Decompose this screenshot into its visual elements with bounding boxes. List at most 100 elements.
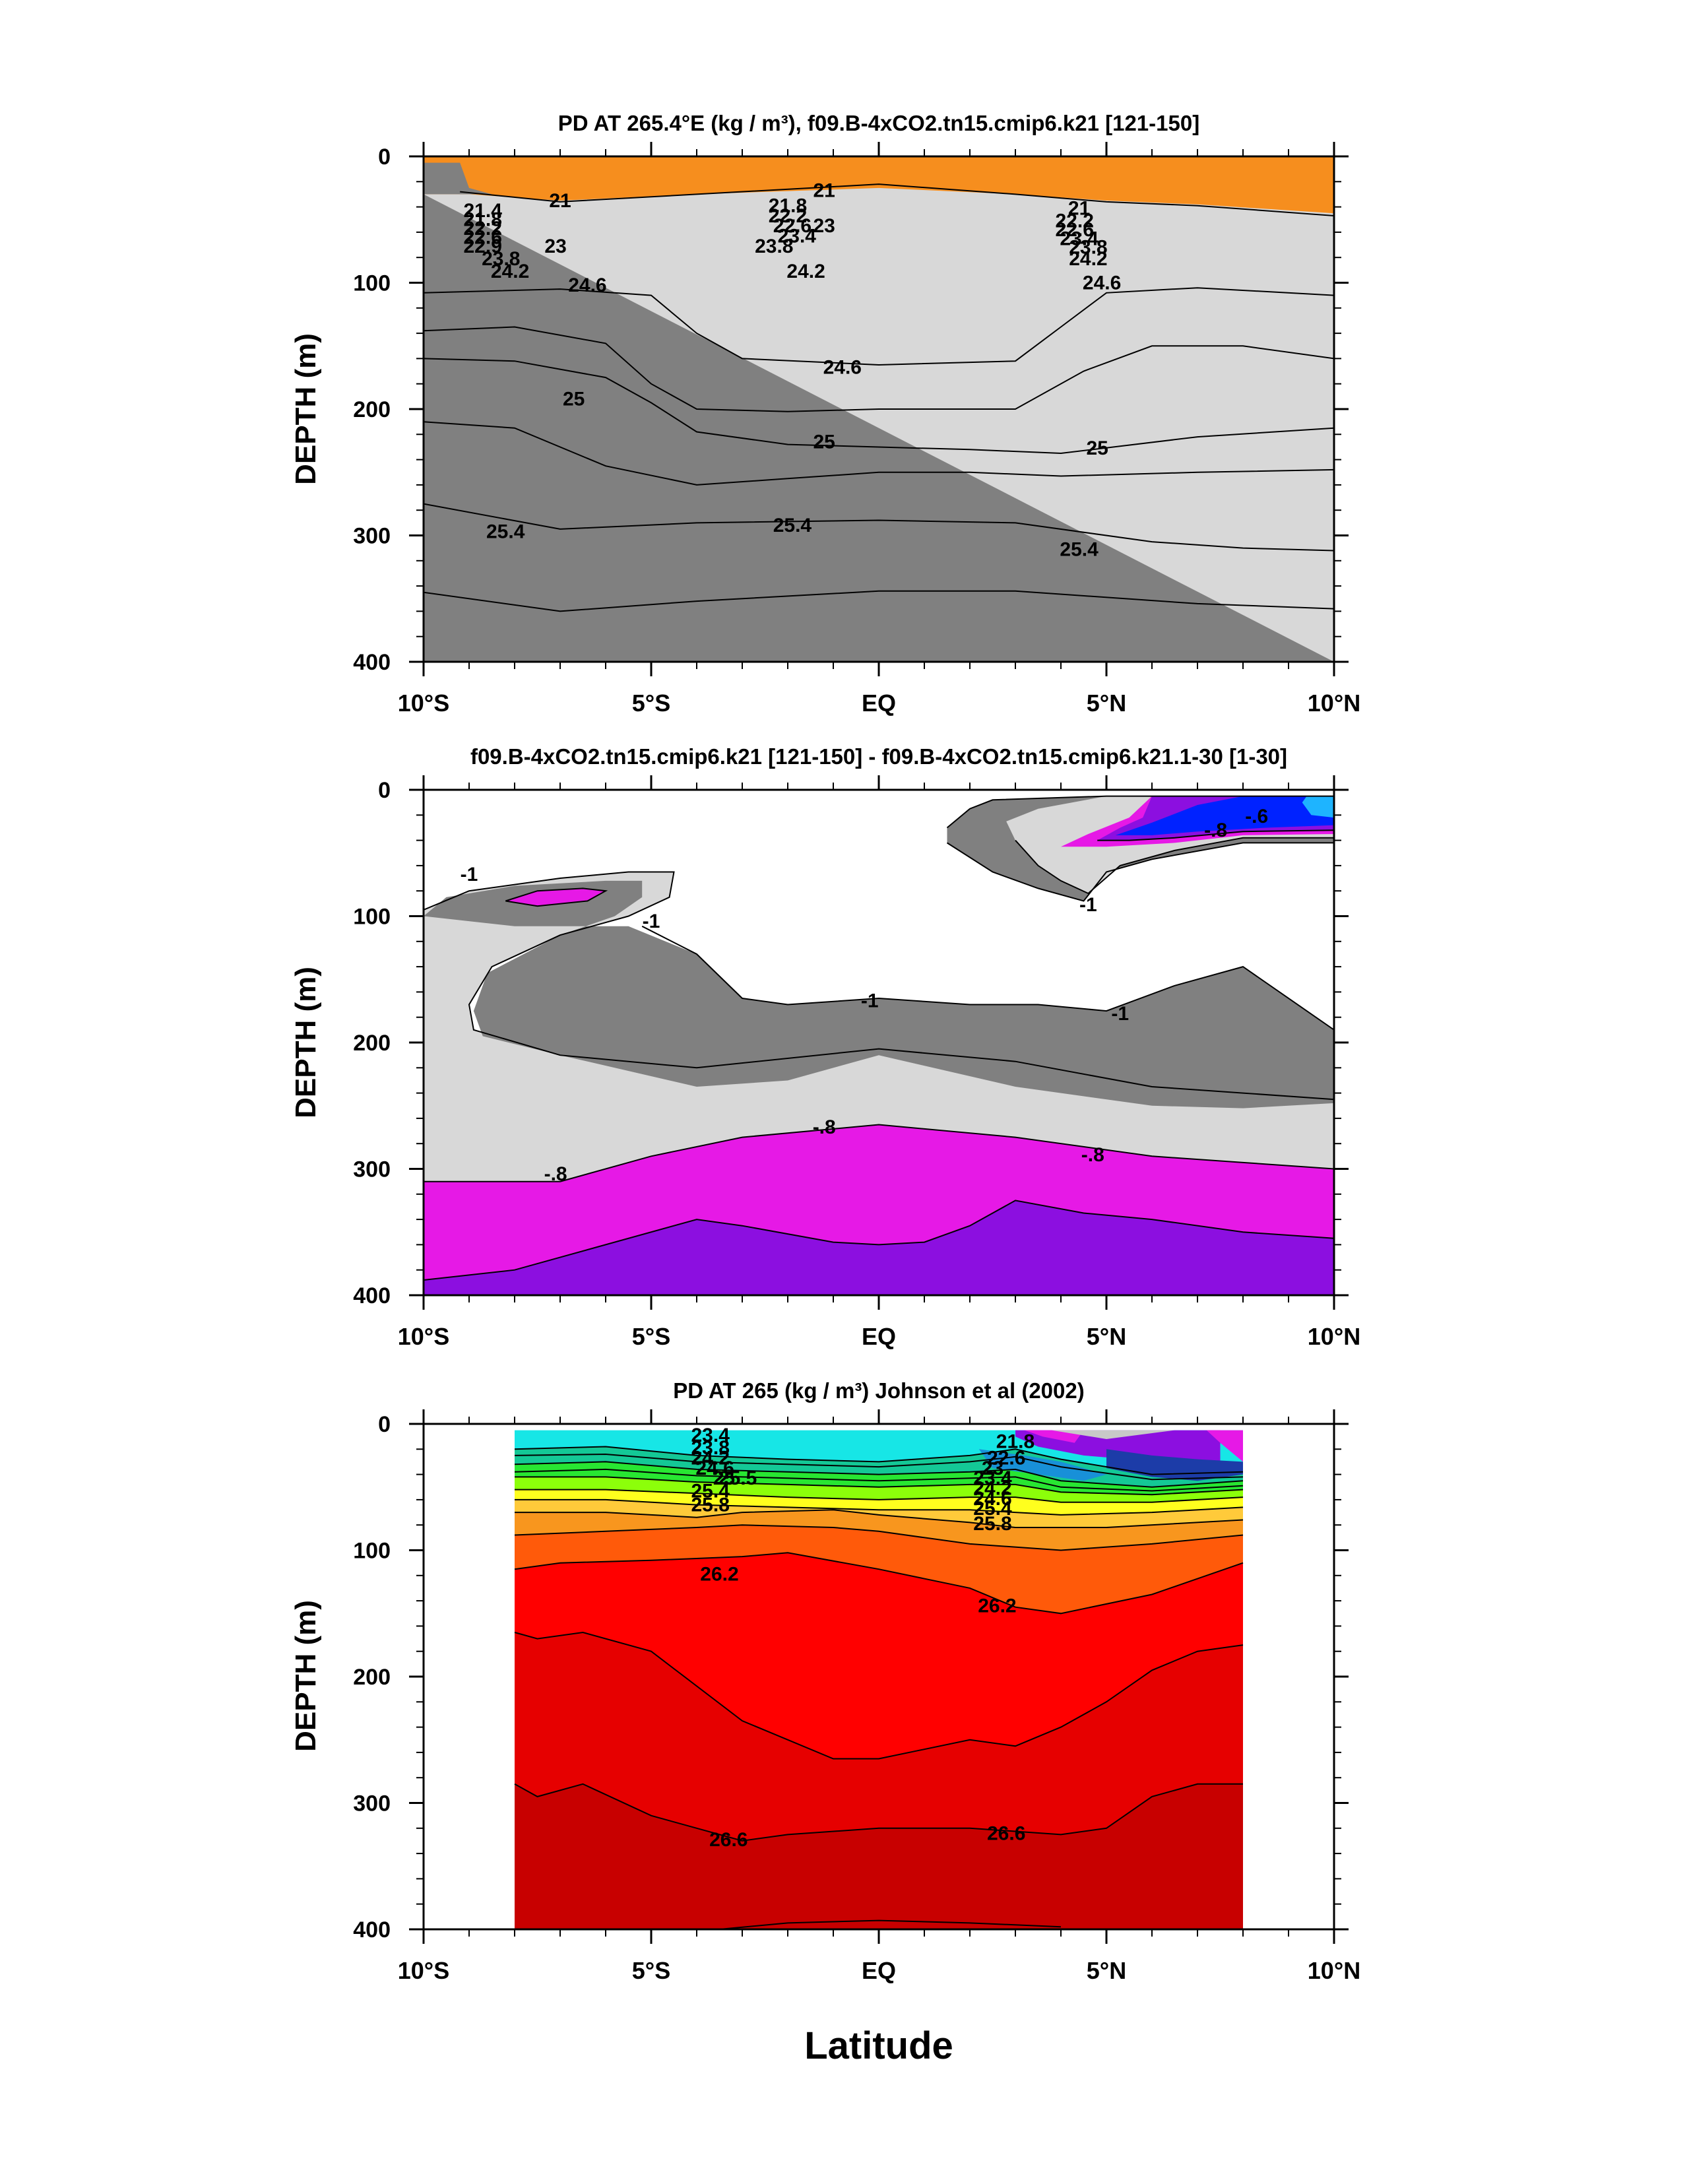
panel-1-contour-label-3: 22.2	[464, 218, 502, 240]
panel-1-contour-label-11: 21.8	[769, 195, 807, 217]
panel-3-ytick-label-1: 100	[353, 1539, 391, 1564]
panel-3-title: PD AT 265 (kg / m³) Johnson et al (2002)	[673, 1378, 1084, 1403]
panel-1-xtick-label-2: EQ	[862, 690, 896, 717]
panel-2-band-10	[1302, 796, 1334, 818]
panel-3-contour-label-4: 25	[713, 1467, 735, 1489]
panel-1-contour-label-29: 23.8	[1069, 237, 1107, 259]
panel-1-contour-label-0: 21	[549, 190, 571, 212]
panel-3-contour-0	[514, 1446, 1244, 1475]
panel-3-contour-label-1: 23.8	[691, 1437, 730, 1459]
panel-2-contour-label-5: -.8	[813, 1116, 836, 1138]
panel-1-contour-1	[424, 287, 1334, 366]
panel-3-ytick-label-2: 200	[353, 1665, 391, 1690]
panel-2-band-9	[1115, 796, 1334, 835]
panel-1-contour-label-15: 23.4	[778, 226, 817, 247]
panel-1-contour-label-26: 22.2	[1056, 210, 1094, 232]
panel-3-contour-label-13: 22.6	[987, 1448, 1025, 1469]
panel-2-xtick-label-2: EQ	[862, 1323, 896, 1350]
panel-1-title: PD AT 265.4°E (kg / m³), f09.B-4xCO2.tn1…	[558, 111, 1199, 135]
panel-3-ytick-label-0: 0	[378, 1412, 391, 1437]
panel-1-ylabel: DEPTH (m)	[290, 333, 322, 485]
panel-2-ytick-label-1: 100	[353, 905, 391, 930]
panel-1-contour-label-4: 22.6	[464, 226, 502, 248]
panel-3-contour-10	[514, 1631, 1244, 1760]
panel-1-contour-label-23: 25.4	[773, 515, 812, 536]
panel-1-xtick-label-4: 10°N	[1308, 690, 1360, 717]
panel-1-contour-label-5: 22.9	[464, 236, 502, 257]
panel-1-contour-label-17: 24.2	[786, 261, 825, 282]
x-axis-label: Latitude	[804, 2024, 953, 2067]
panel-3-band-10	[515, 1783, 1243, 1929]
panel-1-contour-3	[424, 358, 1334, 455]
panel-2-contour-4	[946, 795, 1334, 829]
panel-2-contour-7	[1097, 829, 1334, 841]
panel-3-contour-6	[515, 1498, 1244, 1516]
panel-1-contour-label-24: 25.4	[1060, 538, 1099, 560]
panel-1-contour-label-9: 24.6	[568, 274, 606, 296]
panel-2-ytick-label-2: 200	[353, 1031, 391, 1056]
panel-1-ytick-label-4: 400	[353, 650, 391, 675]
panel-1-xtick-label-3: 5°N	[1087, 690, 1126, 717]
panel-1-contour-6	[424, 590, 1334, 612]
panel-1-contour-label-27: 22.6	[1056, 219, 1094, 241]
panel-2-contour-label-3: -1	[1111, 1003, 1129, 1025]
panel-3-contour-label-18: 25.4	[973, 1498, 1012, 1520]
panel-2-ylabel: DEPTH (m)	[290, 967, 322, 1118]
panel-3-contour-2	[514, 1461, 1244, 1488]
panel-1-contour-0	[460, 183, 1334, 216]
panel-3-contour-7	[515, 1509, 1244, 1528]
panel-2-contour-label-2: -1	[861, 990, 879, 1012]
panel-3-contour-4	[515, 1476, 1244, 1496]
panel-2-contour-label-4: -1	[1079, 894, 1097, 916]
panel-3-contour-3	[514, 1468, 1244, 1492]
panel-2: f09.B-4xCO2.tn15.cmip6.k21 [121-150] - f…	[290, 744, 1360, 1350]
panel-3-contour-label-14: 23	[982, 1458, 1004, 1479]
panel-1-contour-label-2: 21.8	[464, 209, 502, 231]
panel-1: PD AT 265.4°E (kg / m³), f09.B-4xCO2.tn1…	[290, 111, 1360, 717]
panel-1-contour-label-14: 23	[813, 215, 835, 237]
panel-2-contour-label-0: -1	[461, 864, 478, 885]
panel-1-ytick-label-3: 300	[353, 524, 391, 549]
panel-3-contour-label-11: 26.6	[987, 1822, 1025, 1844]
panel-1-contour-label-28: 23.4	[1060, 228, 1099, 249]
panel-1-contour-2	[424, 326, 1334, 412]
panel-3-contour-1	[514, 1453, 1244, 1481]
panel-1-contour-label-19: 25	[563, 389, 585, 410]
panel-3: PD AT 265 (kg / m³) Johnson et al (2002)…	[290, 1378, 1360, 2067]
panel-3-overlay-1	[1024, 1430, 1084, 1443]
panel-1-contour-4	[424, 421, 1334, 486]
panel-2-contour-5	[946, 842, 1334, 902]
panel-3-contour-label-8: 26.2	[700, 1564, 738, 1586]
panel-2-xtick-label-1: 5°S	[632, 1323, 670, 1350]
panel-1-axes: 10°S 5°S EQ 5°N 10°N 0 100 200 300 400	[353, 142, 1360, 717]
panel-2-ytick-label-4: 400	[353, 1283, 391, 1308]
panel-3-xtick-label-1: 5°S	[632, 1957, 670, 1984]
panel-1-ytick-label-1: 100	[353, 271, 391, 296]
panel-1-xtick-label-0: 10°S	[398, 690, 449, 717]
panel-2-contour-label-1: -1	[643, 911, 660, 932]
panel-3-contour-label-0: 23.4	[691, 1425, 730, 1446]
panel-3-filled-bands	[515, 1430, 1243, 1929]
panel-1-contour-label-20: 25	[813, 432, 835, 453]
panel-3-contour-label-19: 25.8	[973, 1513, 1011, 1535]
panel-1-xtick-label-1: 5°S	[632, 690, 670, 717]
panel-3-ylabel: DEPTH (m)	[290, 1600, 322, 1752]
panel-1-contour-label-12: 22.2	[769, 205, 807, 227]
panel-2-contour-0	[424, 871, 1334, 1101]
panel-2-contour-8	[505, 887, 608, 907]
panel-3-overlay-2	[1206, 1430, 1243, 1462]
panel-3-xtick-label-3: 5°N	[1087, 1957, 1126, 1984]
panel-1-ytick-label-2: 200	[353, 397, 391, 422]
panel-1-ytick-label-0: 0	[378, 145, 391, 170]
panel-2-contour-2	[424, 1124, 1334, 1182]
panel-1-contour-label-30: 24.2	[1069, 248, 1107, 270]
panel-3-contour-label-2: 24.2	[691, 1448, 730, 1469]
panel-3-xtick-label-2: EQ	[862, 1957, 896, 1984]
panel-3-contour-label-15: 23.4	[973, 1467, 1012, 1489]
panel-1-contour-label-6: 23	[544, 236, 566, 257]
panel-2-contour-lines	[424, 795, 1334, 1281]
panel-2-xtick-label-0: 10°S	[398, 1323, 449, 1350]
panel-2-contour-3	[424, 1200, 1334, 1281]
panel-3-contour-labels: 23.423.824.224.62525.525.425.826.226.226…	[691, 1425, 1035, 1851]
